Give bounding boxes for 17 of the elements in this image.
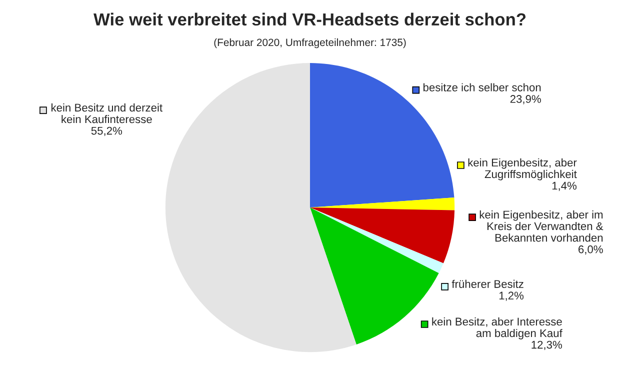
legend-label: besitze ich selber schon — [423, 83, 541, 92]
data-label: 55,2% — [91, 126, 122, 136]
pie-slice — [165, 62, 356, 352]
data-label: 1,4% — [552, 182, 577, 191]
data-label: 12,3% — [532, 340, 562, 350]
legend-label: kein Besitz und derzeit kein Kaufinteresse — [52, 103, 162, 124]
legend-label: früherer Besitz — [452, 280, 524, 288]
pie-slice — [310, 208, 455, 264]
legend-label: kein Eigenbesitz, aber im Kreis der Verwandten & Bekannten vorhanden — [480, 210, 604, 242]
data-label: 1,2% — [499, 292, 524, 301]
data-label: 23,9% — [510, 95, 541, 104]
chart-subtitle: (Februar 2020, Umfrageteilnehmer: 1735) — [214, 38, 406, 48]
chart-title: Wie weit verbreitet sind VR-Headsets derzeit schon? — [94, 12, 526, 26]
data-label: 6,0% — [578, 245, 603, 255]
legend-label: kein Besitz, aber Interesse am baldigen Kauf — [432, 317, 562, 340]
legend-label: kein Eigenbesitz, aber Zugriffsmöglichkeit — [468, 158, 577, 180]
pie-slice — [310, 208, 444, 274]
